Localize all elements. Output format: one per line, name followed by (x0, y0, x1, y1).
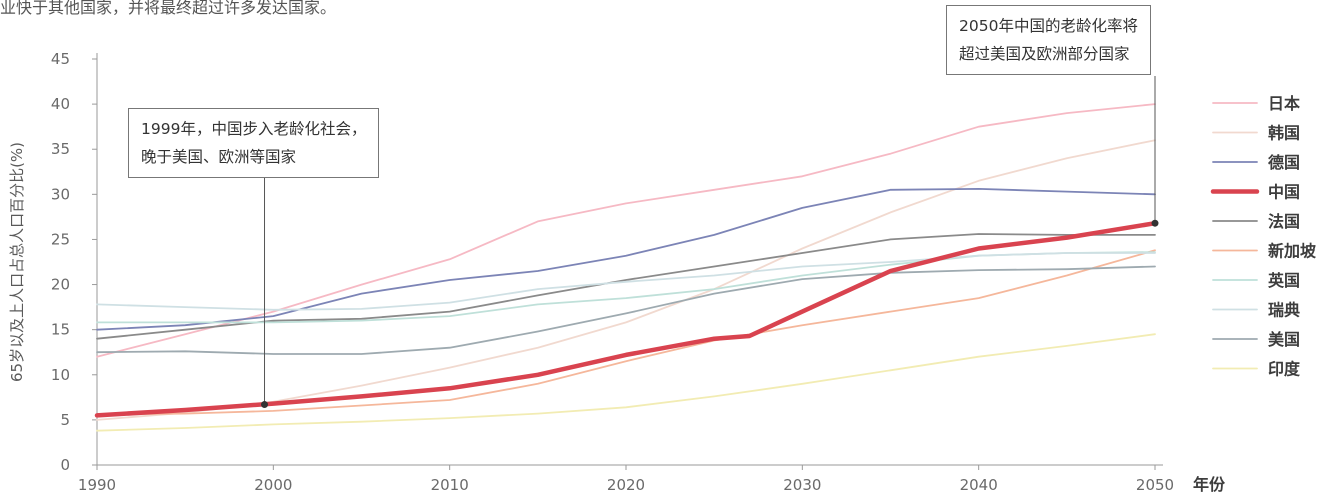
annotation-1999-line1: 1999年，中国步入老龄化社会， (141, 120, 367, 138)
series-line-4 (96, 233, 1156, 340)
series-line-9 (96, 333, 1156, 432)
x-tick-label: 2050 (1136, 476, 1174, 494)
x-tick-label: 2020 (607, 476, 645, 494)
legend-label: 美国 (1268, 330, 1300, 349)
x-tick-label: 2000 (254, 476, 292, 494)
legend-label: 新加坡 (1268, 242, 1317, 261)
y-tick-label: 45 (51, 50, 70, 68)
annotation-1999: 1999年，中国步入老龄化社会， 晚于美国、欧洲等国家 (128, 108, 380, 178)
annotation-2050: 2050年中国的老龄化率将 超过美国及欧洲部分国家 (946, 5, 1151, 75)
series-line-6 (96, 251, 1156, 324)
legend-label: 中国 (1268, 183, 1300, 202)
y-axis-label: 65岁以及上人口占总人口百分比(%) (8, 142, 26, 382)
series-line-7 (96, 252, 1156, 311)
chart-axes: 0 5 10 15 20 25 30 35 40 45 1990 2000 2010 2020 2030 20… (8, 50, 1226, 494)
series-line-2 (96, 187, 1156, 331)
y-tick-label: 35 (51, 140, 70, 158)
annotation-point (1151, 219, 1159, 227)
legend-label: 德国 (1268, 153, 1300, 172)
intro-text: 业快于其他国家，并将最终超过许多发达国家。 (0, 0, 337, 17)
y-tick-label: 25 (51, 230, 70, 248)
y-tick-label: 40 (51, 95, 70, 113)
legend-label: 英国 (1267, 271, 1300, 290)
y-tick-label: 20 (51, 276, 70, 294)
x-tick-label: 2010 (431, 476, 469, 494)
series-line-0 (96, 103, 1156, 358)
annotation-2050-line2: 超过美国及欧洲部分国家 (959, 45, 1130, 63)
series-line-5 (96, 249, 1156, 416)
series-line-3 (94, 220, 1158, 418)
y-tick-label: 30 (51, 185, 70, 203)
y-tick-label: 5 (60, 411, 70, 429)
legend-label: 法国 (1268, 212, 1300, 231)
x-tick-label: 2040 (960, 476, 998, 494)
legend-label: 瑞典 (1268, 301, 1300, 320)
y-tick-label: 15 (51, 321, 70, 339)
x-tick-label: 1990 (78, 476, 116, 494)
x-tick-label: 2030 (783, 476, 821, 494)
series-line-8 (96, 265, 1156, 355)
annotation-1999-line2: 晚于美国、欧洲等国家 (141, 148, 297, 166)
legend-label: 日本 (1268, 94, 1300, 113)
y-tick-label: 10 (51, 366, 70, 384)
annotation-2050-line1: 2050年中国的老龄化率将 (959, 17, 1138, 35)
x-axis-label: 年份 (1193, 475, 1226, 494)
legend-label: 印度 (1268, 360, 1301, 379)
y-tick-label: 0 (60, 456, 70, 474)
annotation-point (261, 401, 269, 409)
annotation-markers (261, 76, 1159, 409)
chart-series (94, 103, 1158, 432)
legend-label: 韩国 (1268, 124, 1300, 143)
